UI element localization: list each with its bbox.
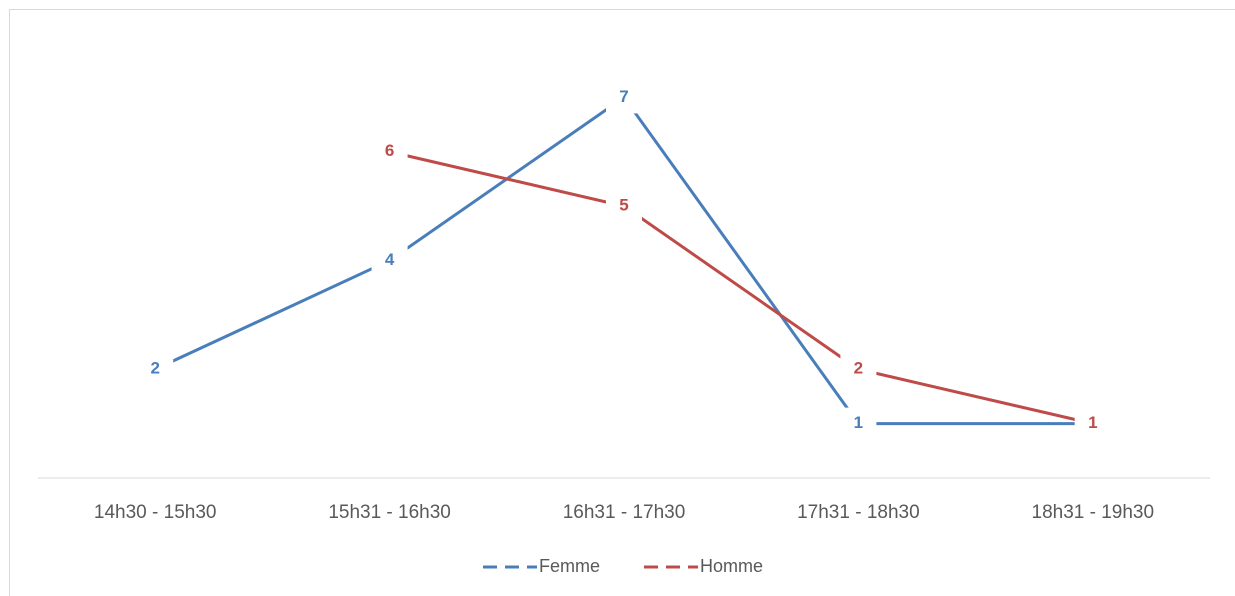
data-label: 7 xyxy=(619,87,628,106)
data-label: 2 xyxy=(854,359,863,378)
x-tick-label: 17h31 - 18h30 xyxy=(797,502,920,523)
legend-label: Homme xyxy=(700,556,763,576)
data-label: 4 xyxy=(385,250,395,269)
data-label: 2 xyxy=(150,359,159,378)
x-tick-label: 14h30 - 15h30 xyxy=(94,502,217,523)
x-tick-label: 16h31 - 17h30 xyxy=(563,502,686,523)
data-label-bg xyxy=(137,353,174,386)
series-line xyxy=(389,150,1094,426)
data-label: 5 xyxy=(619,196,628,215)
data-label-bg xyxy=(606,190,642,223)
data-label-bg xyxy=(840,407,877,440)
data-label: 1 xyxy=(1088,413,1097,432)
x-tick-label: 15h31 - 16h30 xyxy=(328,502,451,523)
data-label-bg xyxy=(371,244,408,277)
x-tick-label: 18h31 - 19h30 xyxy=(1032,502,1155,523)
data-label-bg xyxy=(840,353,877,386)
data-label: 1 xyxy=(854,413,863,432)
data-label: 6 xyxy=(385,141,394,160)
data-label-bg xyxy=(1074,407,1111,440)
legend-label: Femme xyxy=(539,556,600,576)
data-label-bg xyxy=(371,135,408,168)
data-label-bg xyxy=(606,81,642,114)
